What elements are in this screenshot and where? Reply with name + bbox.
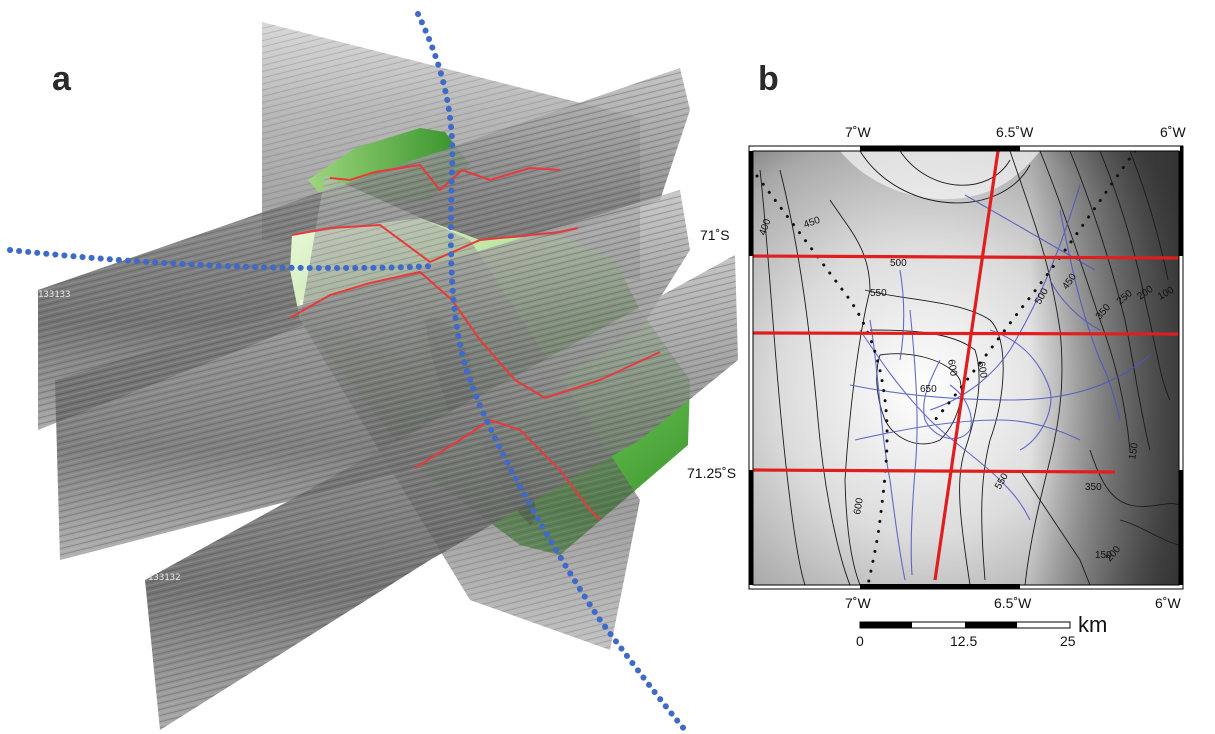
contour-label: 350 (1085, 482, 1102, 493)
contour-label: 550 (870, 288, 887, 299)
contour-label: 650 (920, 384, 937, 395)
bottom-tick-7w: 7˚W (845, 595, 871, 611)
horizon-picks (289, 163, 661, 521)
contour-label: 600 (945, 359, 959, 378)
top-tick-7w: 7˚W (845, 124, 871, 140)
top-tick-6w: 6˚W (1160, 124, 1186, 140)
profile-tag-2: 133132 (148, 573, 181, 583)
panel-b: b (687, 60, 1186, 649)
scale-label-25: 25 (1060, 633, 1076, 649)
scale-label-12-5: 12.5 (950, 633, 977, 649)
bottom-tick-6-5w: 6.5˚W (994, 595, 1032, 611)
panel-a: a (7, 11, 738, 733)
panel-b-label: b (758, 60, 779, 98)
map-frame-border (748, 145, 1184, 590)
left-tick-71-25s: 71.25˚S (687, 465, 736, 481)
contour-label: 600 (852, 497, 866, 516)
scale-unit: km (1078, 612, 1107, 637)
seismic-lines (753, 151, 1179, 581)
profile-tag-1: 133133 (38, 290, 71, 300)
left-tick-71s: 71˚S (700, 227, 730, 243)
scale-label-0: 0 (856, 633, 864, 649)
contour-label: 600 (975, 361, 989, 380)
bottom-tick-6w: 6˚W (1155, 595, 1181, 611)
map-ship-track (755, 151, 1137, 585)
top-tick-6-5w: 6.5˚W (996, 124, 1034, 140)
panel-a-label: a (52, 60, 72, 98)
contour-label: 500 (890, 258, 907, 269)
ship-track-dots (7, 11, 688, 733)
scale-bar: 0 12.5 25 km (856, 612, 1107, 649)
contour-label: 150 (1127, 442, 1141, 461)
contour-label: 150 (1095, 550, 1112, 561)
